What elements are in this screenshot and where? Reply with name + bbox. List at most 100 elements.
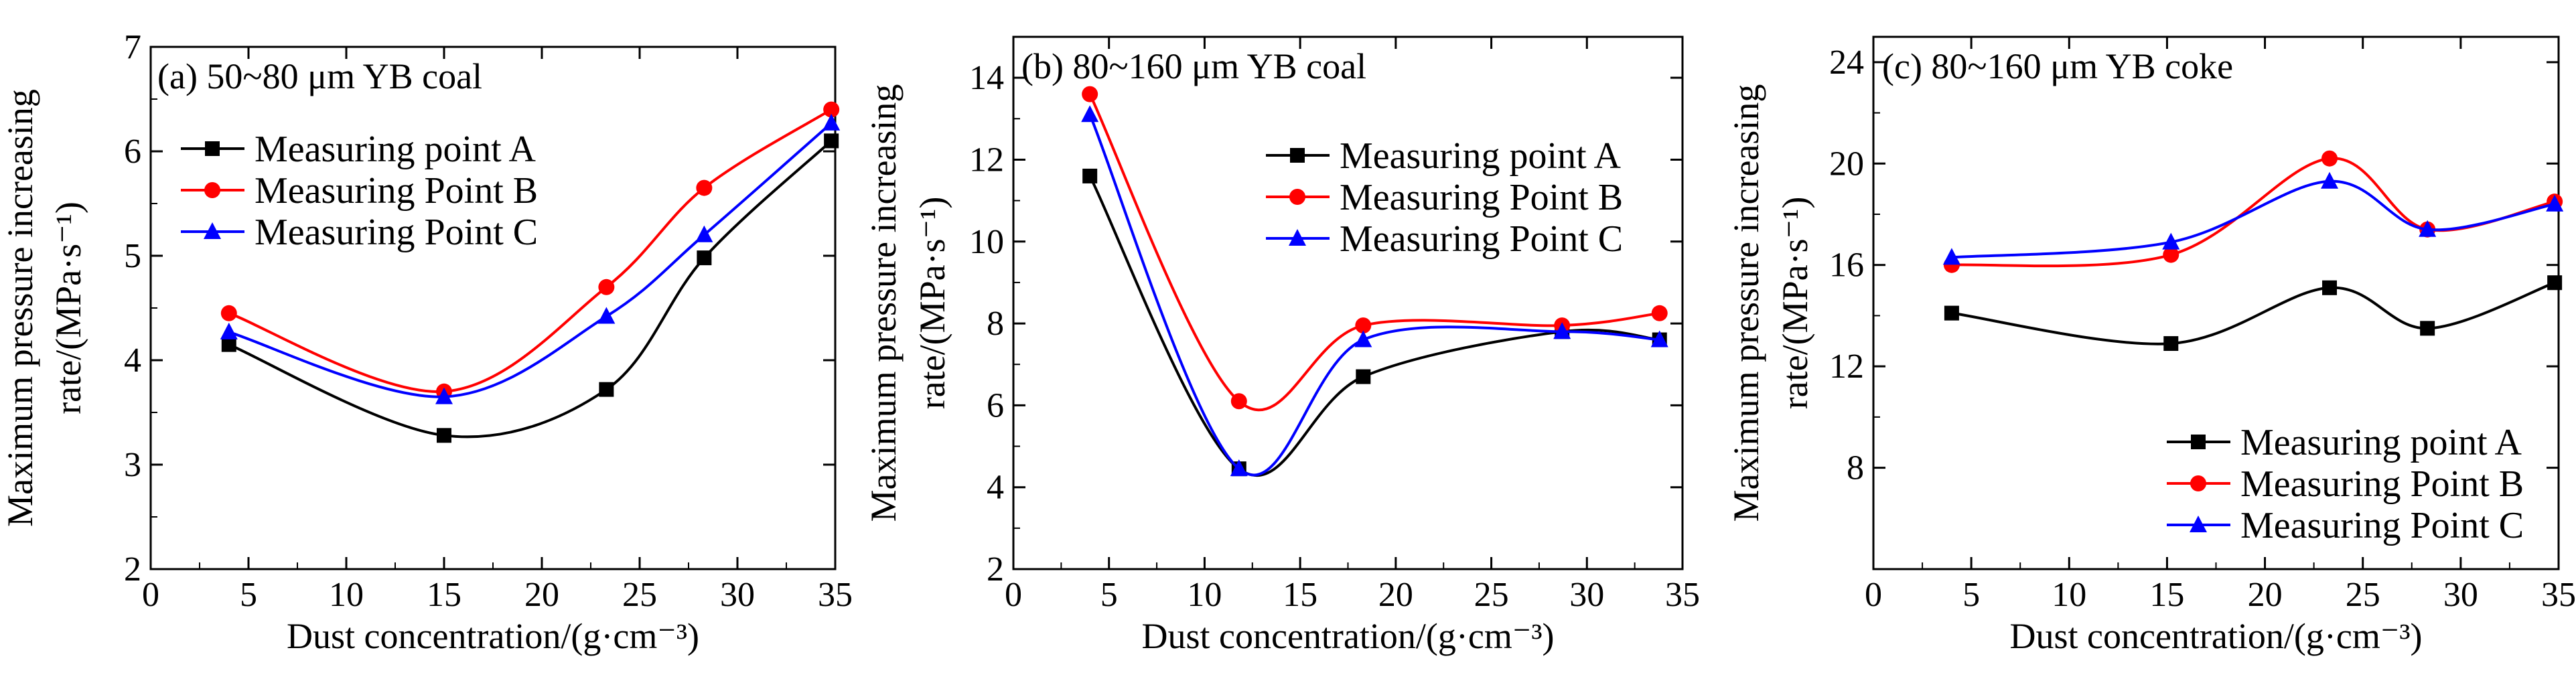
x-tick-label: 0 xyxy=(142,576,159,614)
series-line xyxy=(228,122,833,398)
data-point xyxy=(1650,330,1668,347)
y-tick-label: 4 xyxy=(987,469,1004,507)
data-point xyxy=(1944,305,1959,321)
x-tick-label: 30 xyxy=(1569,576,1604,614)
x-axis-title: Dust concentration/(g·cm⁻³) xyxy=(2010,616,2423,656)
data-point xyxy=(1355,317,1372,334)
x-tick-label: 5 xyxy=(1962,576,1980,614)
legend-marker xyxy=(2191,435,2206,449)
data-point xyxy=(1651,305,1668,321)
x-tick-label: 15 xyxy=(1283,576,1317,614)
legend-label: Measuring point A xyxy=(2240,422,2522,463)
data-point xyxy=(824,133,839,149)
x-tick-label: 35 xyxy=(2541,576,2576,614)
legend-marker xyxy=(2190,516,2207,532)
y-axis-title-line1: Maximum pressure increasing xyxy=(0,89,40,527)
panel-title: (b) 80~160 μm YB coal xyxy=(1021,46,1366,86)
data-point xyxy=(2322,280,2338,295)
x-tick-label: 10 xyxy=(2052,576,2086,614)
legend-marker xyxy=(204,222,221,239)
x-tick-label: 10 xyxy=(1187,576,1222,614)
y-tick-label: 4 xyxy=(124,341,141,380)
data-point xyxy=(1356,369,1371,384)
x-tick-label: 30 xyxy=(720,576,755,614)
y-axis-title-line2: rate/(MPa·s⁻¹) xyxy=(912,197,952,410)
chart-panel-2: 0 5 10 15 20 25 30 35 2 4 6 8 10 12 14 Dust concentrati… xyxy=(863,35,1700,656)
x-tick-label: 5 xyxy=(1100,576,1118,614)
plot-frame xyxy=(149,46,837,570)
data-point xyxy=(2321,171,2339,189)
y-tick-label: 16 xyxy=(1829,246,1864,285)
data-point xyxy=(435,387,453,404)
y-tick-label: 12 xyxy=(1829,347,1864,386)
y-tick-label: 7 xyxy=(124,28,141,66)
data-point xyxy=(2163,336,2179,352)
data-point xyxy=(1081,105,1099,123)
data-point xyxy=(437,428,451,443)
x-tick-label: 25 xyxy=(622,576,657,614)
data-point xyxy=(599,382,614,397)
x-tick-label: 15 xyxy=(427,576,461,614)
x-tick-label: 30 xyxy=(2443,576,2478,614)
x-tick-label: 0 xyxy=(1865,576,1882,614)
series-line xyxy=(1951,179,2555,259)
y-tick-label: 3 xyxy=(124,446,141,484)
legend-label: Measuring Point C xyxy=(1340,218,1623,260)
x-tick-label: 15 xyxy=(2149,576,2184,614)
y-tick-label: 10 xyxy=(969,223,1004,261)
data-point xyxy=(696,179,713,196)
y-tick-label: 24 xyxy=(1829,44,1864,82)
x-tick-label: 35 xyxy=(818,576,853,614)
y-tick-label: 2 xyxy=(124,550,141,589)
y-tick-label: 2 xyxy=(987,550,1004,589)
legend-label: Measuring point A xyxy=(1340,135,1622,177)
data-point xyxy=(598,279,615,295)
data-point xyxy=(1230,393,1247,410)
y-tick-label: 8 xyxy=(1847,449,1864,487)
data-point xyxy=(221,337,236,352)
series-line xyxy=(1951,157,2555,268)
x-tick-label: 35 xyxy=(1665,576,1700,614)
panel-title: (c) 80~160 μm YB coke xyxy=(1882,46,2233,86)
legend-marker xyxy=(205,141,220,156)
x-tick-label: 5 xyxy=(240,576,257,614)
x-tick-label: 10 xyxy=(329,576,364,614)
legend-marker xyxy=(2190,475,2206,491)
y-axis-title-line1: Maximum pressure increasing xyxy=(863,84,904,522)
data-point xyxy=(2420,321,2435,336)
data-point xyxy=(2546,194,2564,212)
y-tick-label: 5 xyxy=(124,237,141,275)
legend-marker xyxy=(1290,148,1305,163)
data-point xyxy=(220,305,237,321)
y-axis-title-line2: rate/(MPa·s⁻¹) xyxy=(1775,197,1815,410)
data-point xyxy=(1942,248,1960,265)
legend-label: Measuring Point C xyxy=(2240,505,2524,546)
legend-label: Measuring point A xyxy=(255,129,536,170)
y-tick-label: 14 xyxy=(969,59,1004,97)
x-tick-label: 20 xyxy=(1378,576,1413,614)
legend-marker xyxy=(1289,189,1305,205)
plot-frame xyxy=(1012,35,1684,570)
data-point xyxy=(1082,168,1098,183)
y-tick-label: 6 xyxy=(124,133,141,171)
data-point xyxy=(2163,246,2179,263)
series-line xyxy=(228,108,833,393)
legend-label: Measuring Point C xyxy=(255,212,538,253)
data-point xyxy=(2321,150,2338,167)
data-point xyxy=(695,225,713,242)
data-point xyxy=(2419,220,2437,237)
data-point xyxy=(823,101,840,118)
data-point xyxy=(697,250,712,266)
legend-label: Measuring Point B xyxy=(2240,463,2524,505)
x-tick-label: 0 xyxy=(1005,576,1022,614)
series-line xyxy=(1951,281,2555,345)
y-tick-label: 6 xyxy=(987,386,1004,424)
data-point xyxy=(822,113,841,131)
legend-marker xyxy=(204,182,220,198)
x-tick-label: 20 xyxy=(2248,576,2283,614)
data-point xyxy=(1354,330,1372,347)
data-point xyxy=(220,322,238,339)
data-point xyxy=(597,307,616,324)
